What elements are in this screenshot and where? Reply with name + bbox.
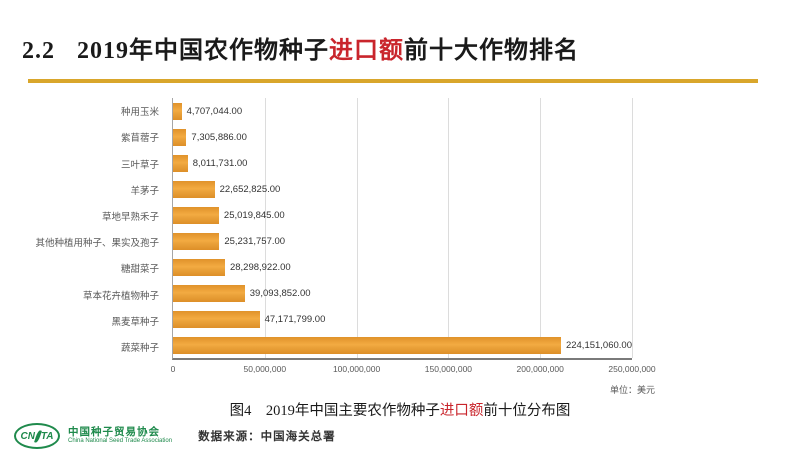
bar-value-label: 25,231,757.00 [224, 235, 286, 247]
bar-value-label: 224,151,060.00 [565, 339, 632, 351]
title-highlight: 进口额 [329, 38, 404, 64]
x-tick-label: 150,000,000 [424, 364, 473, 374]
gridline [448, 98, 450, 358]
bar-value-label: 47,171,799.00 [264, 313, 326, 325]
category-label: 三叶草子 [120, 159, 159, 171]
x-tick-label: 50,000,000 [243, 364, 287, 374]
bar-value-label: 28,298,922.00 [229, 261, 291, 273]
gridline [356, 98, 358, 358]
category-label: 种用玉米 [120, 107, 159, 119]
figure-caption: 图4 2019年中国主要农作物种子进口额前十位分布图 [0, 399, 800, 420]
footer: CN TA 中国种子贸易协会 China National Seed Trade … [14, 423, 336, 449]
logo-text-left: CN [20, 430, 35, 442]
caption-suffix: 前十位分布图 [483, 403, 571, 419]
category-label: 糖甜菜子 [120, 264, 159, 276]
category-labels: 种用玉米紫苜蓿子三叶草子羊茅子草地早熟禾子其他种植用种子、果实及孢子糖甜菜子草本… [0, 98, 166, 360]
category-label: 其他种植用种子、果实及孢子 [35, 238, 159, 250]
bar-row: 8,011,731.00 [173, 150, 632, 176]
bar [173, 284, 245, 302]
data-source-label: 数据来源：中国海关总署 [198, 431, 336, 443]
bar [173, 206, 219, 224]
bar-row: 4,707,044.00 [173, 98, 632, 124]
bar-value-label: 8,011,731.00 [192, 157, 248, 169]
org-name-en: China National Seed Trade Association [68, 438, 173, 445]
gridline [540, 98, 542, 358]
caption-prefix: 图4 2019年中国主要农作物种子 [229, 403, 440, 419]
bar [173, 154, 188, 172]
title-underline [28, 79, 758, 83]
x-tick-label: 0 [170, 364, 176, 374]
category-label: 蔬菜种子 [120, 342, 159, 354]
category-label: 草本花卉植物种子 [82, 290, 159, 302]
category-label: 草地早熟禾子 [101, 211, 159, 223]
category-label: 紫苜蓿子 [120, 133, 159, 145]
gridline [264, 98, 266, 358]
org-name-block: 中国种子贸易协会 China National Seed Trade Assoc… [68, 425, 173, 445]
bar-row: 28,298,922.00 [173, 254, 632, 280]
caption-highlight: 进口额 [439, 403, 484, 419]
title-section-number: 2.2 [22, 38, 55, 64]
slide-header: 2.2 2019年中国农作物种子进口额前十大作物排名 [0, 0, 800, 83]
page-title: 2.2 2019年中国农作物种子进口额前十大作物排名 [22, 30, 800, 65]
bar [173, 232, 220, 250]
x-tick-label: 200,000,000 [516, 364, 564, 374]
category-label: 黑麦草种子 [111, 316, 159, 328]
bar [173, 258, 225, 276]
category-label: 羊茅子 [130, 185, 159, 197]
unit-label: 单位：美元 [609, 385, 655, 395]
bar [173, 310, 260, 328]
bar [173, 128, 187, 146]
bar [173, 180, 215, 198]
x-tick-label: 250,000,000 [608, 364, 656, 374]
bar-row: 47,171,799.00 [173, 306, 632, 332]
logo-text-right: TA [40, 430, 54, 442]
bar-value-label: 7,305,886.00 [191, 131, 247, 143]
title-suffix: 前十大作物排名 [404, 38, 579, 64]
x-tick-label: 100,000,000 [332, 364, 381, 374]
bar-row: 22,652,825.00 [173, 176, 632, 202]
bar [173, 336, 561, 354]
bar [173, 102, 182, 120]
bar-value-label: 39,093,852.00 [249, 287, 311, 299]
plot-area: 0 50,000,000 100,000,000 150,000,000 200,000… [171, 98, 656, 374]
cnsta-logo: CN TA [14, 423, 60, 449]
bar-row: 39,093,852.00 [173, 280, 632, 306]
bar-value-label: 25,019,845.00 [223, 209, 285, 221]
bar-row: 224,151,060.00 [173, 332, 632, 358]
bar-row: 25,231,757.00 [173, 228, 632, 254]
bar-value-label: 4,707,044.00 [186, 105, 243, 117]
bar-value-label: 22,652,825.00 [219, 183, 281, 195]
bar-row: 25,019,845.00 [173, 202, 632, 228]
bar-row: 7,305,886.00 [173, 124, 632, 150]
bar-chart: 种用玉米紫苜蓿子三叶草子羊茅子草地早熟禾子其他种植用种子、果实及孢子糖甜菜子草本… [0, 92, 800, 392]
gridline [632, 98, 633, 358]
org-name-cn: 中国种子贸易协会 [68, 425, 160, 438]
title-prefix: 2019年中国农作物种子 [77, 38, 329, 64]
